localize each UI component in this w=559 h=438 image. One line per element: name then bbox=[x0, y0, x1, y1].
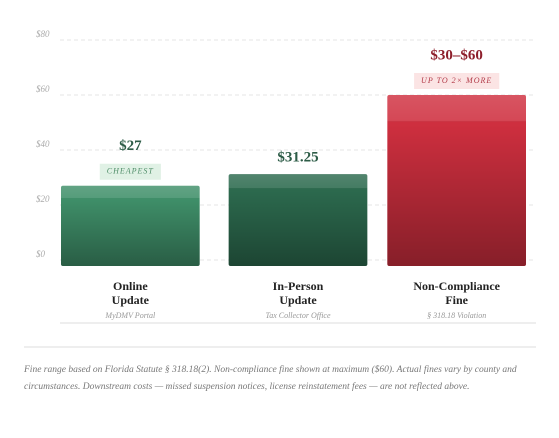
y-tick-label: $20 bbox=[36, 194, 50, 204]
category-label: Update bbox=[279, 293, 317, 307]
bar-shade bbox=[228, 174, 368, 266]
badge bbox=[99, 163, 161, 180]
badge bbox=[414, 73, 500, 89]
y-tick-label: $0 bbox=[36, 249, 46, 259]
category-label: Online bbox=[113, 279, 148, 293]
badge-label: CHEAPEST bbox=[107, 167, 154, 176]
category-sublabel: Tax Collector Office bbox=[265, 311, 330, 320]
value-label: $27 bbox=[119, 138, 142, 154]
value-label: $30–$60 bbox=[430, 47, 483, 63]
category-label: In-Person bbox=[273, 279, 324, 293]
category-sublabel: § 318.18 Violation bbox=[427, 311, 486, 320]
category-label: Fine bbox=[445, 293, 468, 307]
footnote: Fine range based on Florida Statute § 31… bbox=[24, 365, 517, 392]
bar-shade bbox=[61, 185, 200, 266]
y-tick-label: $80 bbox=[36, 29, 50, 39]
category-sublabel: MyDMV Portal bbox=[104, 311, 156, 320]
y-tick-label: $40 bbox=[36, 139, 50, 149]
bar-shade bbox=[387, 95, 526, 266]
badge-label: UP TO 2× MORE bbox=[421, 76, 492, 85]
value-label: $31.25 bbox=[277, 150, 318, 166]
y-tick-label: $60 bbox=[36, 84, 50, 94]
category-label: Update bbox=[112, 293, 150, 307]
category-label: Non-Compliance bbox=[413, 279, 500, 293]
